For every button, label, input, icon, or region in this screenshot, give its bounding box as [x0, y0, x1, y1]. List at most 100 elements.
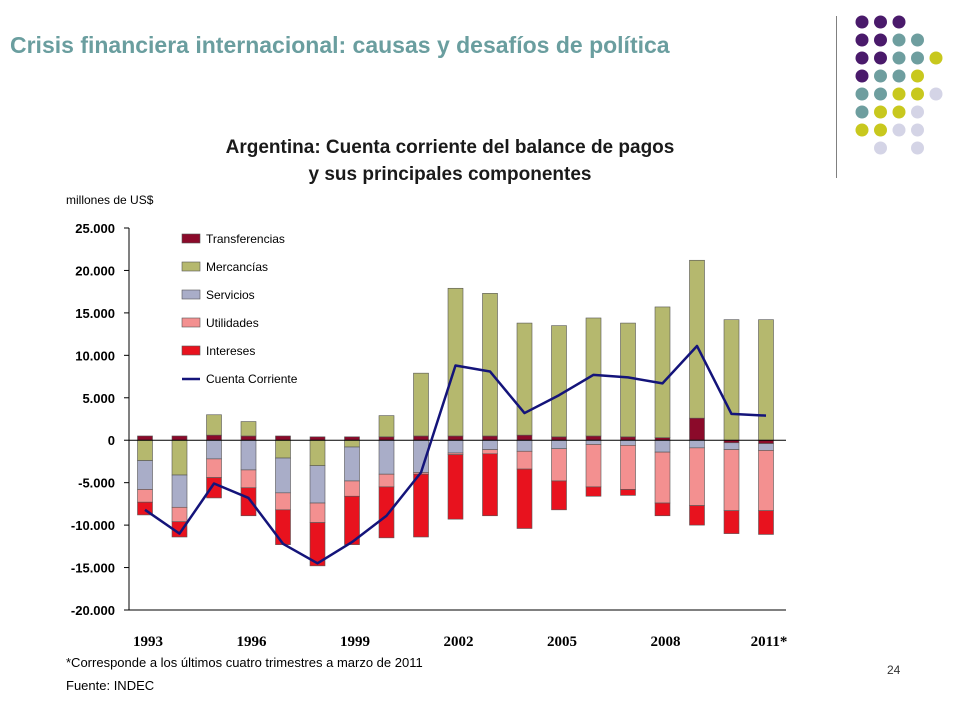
x-tick-label: 1993 — [133, 634, 163, 650]
bar-mercancias — [344, 439, 360, 448]
slide-title: Crisis financiera internacional: causas … — [10, 32, 670, 58]
y-tick-label: 20.000 — [75, 263, 115, 278]
decorative-dot — [929, 87, 943, 101]
bar-mercancias — [551, 325, 567, 438]
bar-intereses — [482, 453, 498, 517]
legend-swatch-mercancias — [181, 261, 201, 272]
legend-label-utilidades: Utilidades — [206, 316, 259, 330]
line-cuenta-corriente — [144, 344, 767, 565]
bar-servicios — [240, 439, 257, 471]
bar-transferencias — [206, 434, 222, 441]
bar-mercancias — [516, 322, 533, 436]
chart-title: Argentina: Cuenta corriente del balance … — [100, 134, 800, 188]
y-tick-label: 15.000 — [75, 306, 115, 321]
y-tick-label: 10.000 — [75, 348, 115, 363]
bar-mercancias — [309, 439, 326, 466]
bar-intereses — [275, 509, 291, 545]
bar-intereses — [620, 489, 636, 496]
decorative-dot — [892, 69, 906, 83]
x-tick-label: 2011* — [751, 634, 788, 650]
bar-utilidades — [723, 449, 740, 511]
decorative-dot — [911, 105, 924, 119]
bar-servicios — [689, 439, 705, 449]
x-tick-label: 2002 — [444, 634, 474, 650]
bar-utilidades — [378, 473, 395, 488]
decorative-dot — [874, 33, 887, 47]
decorative-dot — [874, 105, 887, 119]
bar-utilidades — [654, 451, 671, 504]
bar-intereses — [551, 480, 567, 511]
y-axis-label: millones de US$ — [66, 193, 154, 207]
decorative-dot — [874, 69, 887, 83]
bar-servicios — [275, 457, 291, 494]
legend-swatch-servicios — [181, 289, 201, 300]
bar-transferencias — [689, 417, 705, 441]
decorative-dot — [911, 69, 924, 83]
decorative-dot — [855, 15, 869, 29]
bar-utilidades — [482, 449, 498, 455]
bar-mercancias — [758, 319, 774, 441]
decorative-dot — [929, 51, 943, 65]
bar-mercancias — [723, 319, 740, 441]
bar-servicios — [654, 439, 671, 453]
decorative-dot — [911, 87, 924, 101]
bar-intereses — [447, 454, 464, 520]
x-tick-label: 2008 — [651, 634, 681, 650]
bar-utilidades — [206, 458, 222, 478]
decorative-dot — [855, 105, 869, 119]
decorative-dot — [855, 69, 869, 83]
bar-servicios — [482, 439, 498, 450]
decorative-dot — [855, 123, 869, 137]
bar-mercancias — [585, 317, 602, 437]
bar-intereses — [654, 502, 671, 517]
bar-transferencias — [551, 436, 567, 441]
bar-transferencias — [137, 435, 153, 441]
decorative-dot — [874, 141, 887, 155]
bar-servicios — [309, 465, 326, 504]
decorative-dot — [855, 87, 869, 101]
decorative-dot — [911, 51, 924, 65]
bar-utilidades — [516, 450, 533, 470]
bar-mercancias — [447, 287, 464, 437]
legend-swatch-intereses — [181, 345, 201, 356]
bar-intereses — [344, 495, 360, 545]
bar-transferencias — [309, 436, 326, 441]
bar-servicios — [551, 439, 567, 450]
decorative-dot — [892, 15, 906, 29]
bar-servicios — [206, 439, 222, 460]
bar-intereses — [378, 486, 395, 539]
bar-utilidades — [240, 469, 257, 489]
bar-intereses — [585, 486, 602, 497]
decorative-dot — [874, 15, 887, 29]
bar-transferencias — [758, 439, 774, 444]
bar-servicios — [758, 443, 774, 451]
legend-swatch-transferencias — [181, 233, 201, 244]
decorative-dot — [911, 33, 924, 47]
bar-utilidades — [137, 489, 153, 503]
decorative-dot — [892, 51, 906, 65]
bar-servicios — [171, 474, 188, 508]
x-tick-label: 1996 — [237, 634, 268, 650]
bar-utilidades — [275, 492, 291, 511]
decorative-dot — [892, 33, 906, 47]
footnote: *Corresponde a los últimos cuatro trimes… — [66, 655, 423, 670]
bar-transferencias — [620, 436, 636, 441]
bar-utilidades — [758, 450, 774, 511]
bar-transferencias — [413, 435, 429, 441]
bar-transferencias — [171, 435, 188, 441]
source-note: Fuente: INDEC — [66, 678, 155, 693]
legend-swatch-utilidades — [181, 317, 201, 328]
bar-intereses — [309, 522, 326, 567]
y-tick-label: -15.000 — [71, 561, 115, 576]
bar-transferencias — [344, 436, 360, 441]
bar-servicios — [723, 442, 740, 450]
bar-transferencias — [482, 435, 498, 441]
bar-intereses — [723, 510, 740, 534]
bar-intereses — [240, 487, 257, 517]
bar-intereses — [516, 468, 533, 529]
decorative-dot — [892, 105, 906, 119]
decorative-dot — [855, 33, 869, 47]
decorative-dot — [874, 123, 887, 137]
current-account-chart: millones de US$ 25.000 20.000 15.000 10.000 5… — [66, 193, 788, 650]
decorative-dot — [911, 141, 924, 155]
